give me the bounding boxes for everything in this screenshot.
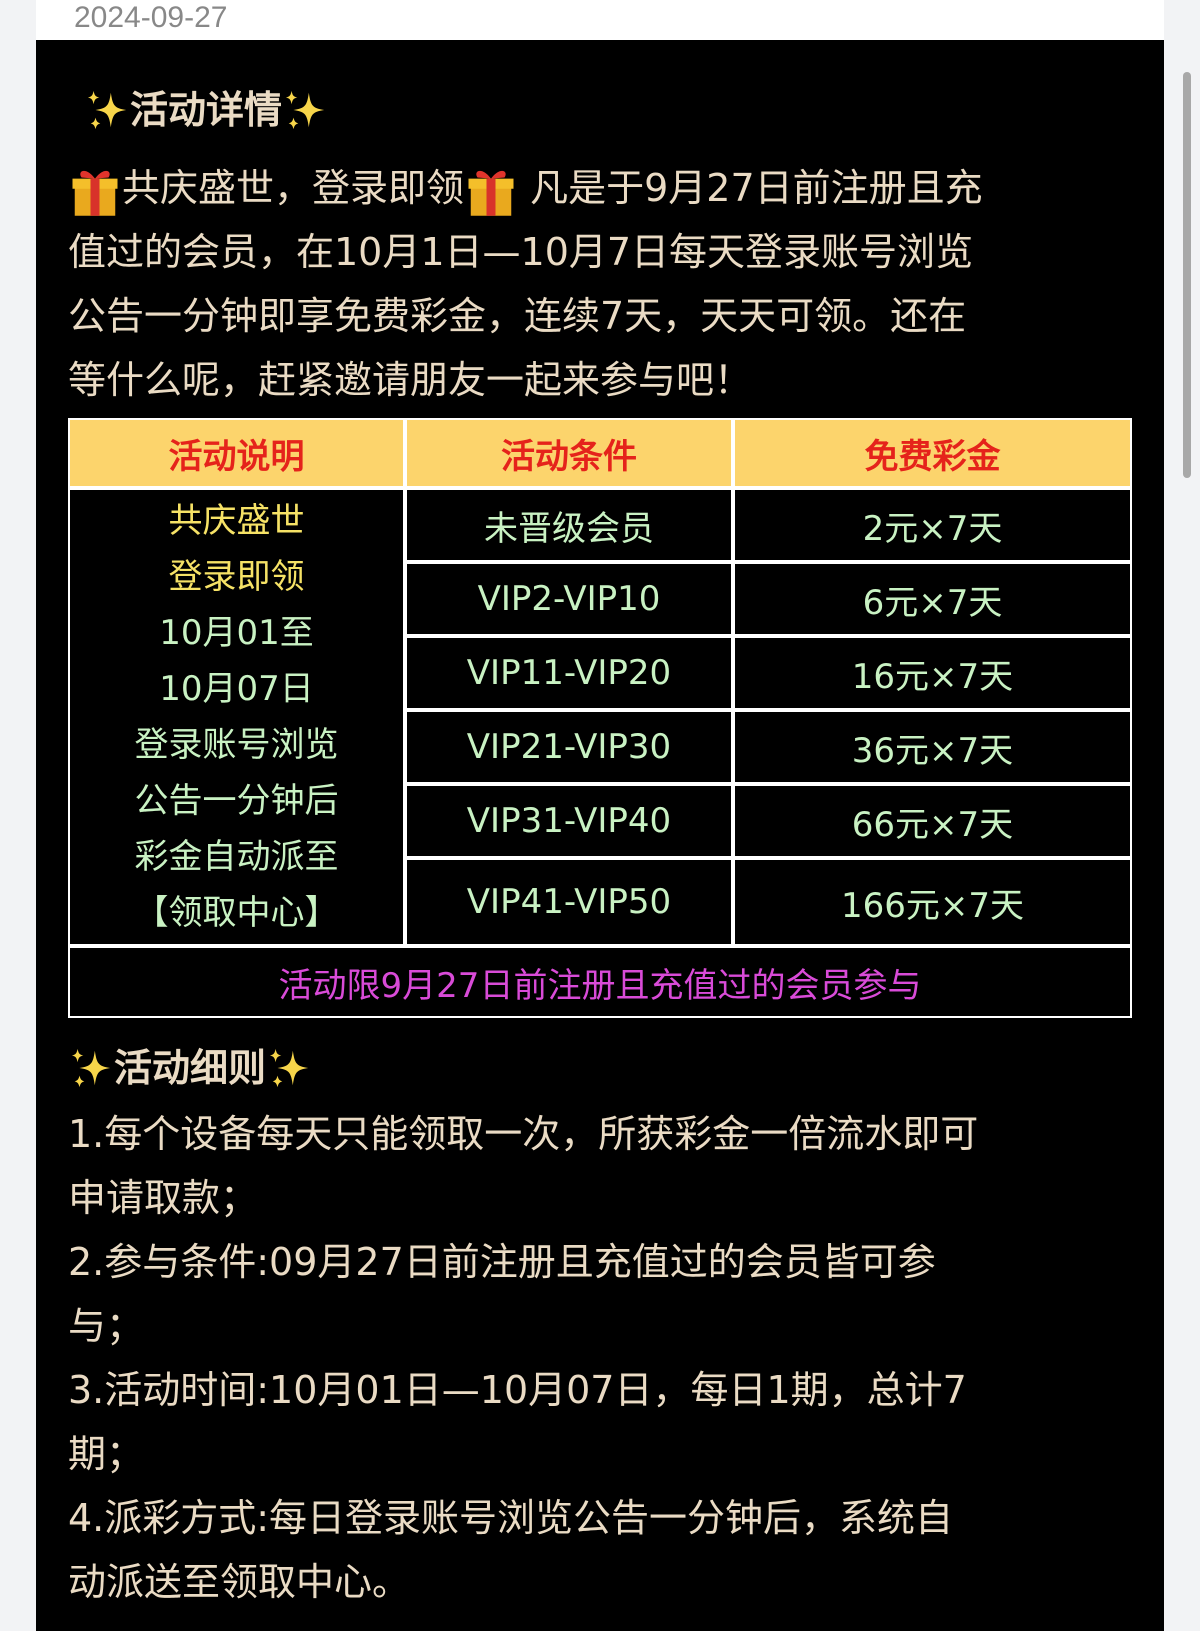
rules-heading: 活动细则 [68, 1036, 312, 1100]
rules-title: 活动细则 [114, 1046, 267, 1090]
condition-cell: VIP31-VIP40 [405, 784, 733, 858]
bonus-table: 活动说明 活动条件 免费彩金 共庆盛世 登录即领 10月01至 10月07日 登… [68, 418, 1132, 1018]
description-line: 【领取中心】 [134, 893, 339, 933]
sparkles-icon [282, 87, 328, 133]
eligibility-note: 活动限9月27日前注册且充值过的会员参与 [68, 946, 1132, 1018]
rule-line: 与； [68, 1304, 145, 1348]
sparkles-icon [84, 87, 130, 133]
rule-line: 1.每个设备每天只能领取一次，所获彩金一倍流水即可 [68, 1112, 979, 1156]
table-row: VIP31-VIP40 66元×7天 [68, 784, 1132, 858]
description-line: 10月07日 [159, 669, 314, 709]
description-line: 登录即领 [168, 557, 305, 597]
condition-cell: VIP21-VIP30 [405, 710, 733, 784]
table-header-row: 活动说明 活动条件 免费彩金 [68, 418, 1132, 488]
announcement-content: 活动详情 共庆盛世，登录即领 凡是于9月27日前注册且充 值过的会员，在10月1… [36, 40, 1164, 1631]
sparkles-icon [68, 1045, 114, 1091]
description-line: 10月01至 [159, 613, 314, 653]
rule-line: 动派送至领取中心。 [68, 1560, 411, 1604]
rule-line: 2.参与条件:09月27日前注册且充值过的会员皆可参 [68, 1240, 936, 1284]
rule-line: 期； [68, 1432, 145, 1476]
intro-lead: 共庆盛世，登录即领 [122, 166, 465, 210]
intro-line-3: 公告一分钟即享免费彩金，连续7天，天天可领。还在 [68, 294, 967, 338]
intro-line-4: 等什么呢，赶紧邀请朋友一起来参与吧！ [68, 358, 753, 402]
description-line: 登录账号浏览 [134, 725, 339, 765]
bonus-cell: 2元×7天 [733, 488, 1132, 562]
table-row: VIP41-VIP50 166元×7天 [68, 858, 1132, 946]
description-line: 彩金自动派至 [134, 837, 339, 877]
condition-cell: VIP41-VIP50 [405, 858, 733, 946]
rule-line: 3.活动时间:10月01日—10月07日，每日1期，总计7 [68, 1368, 967, 1412]
details-title: 活动详情 [130, 88, 283, 132]
description-line: 公告一分钟后 [134, 781, 339, 821]
intro-line-2: 值过的会员，在10月1日—10月7日每天登录账号浏览 [68, 230, 974, 274]
table-row: 共庆盛世 登录即领 10月01至 10月07日 登录账号浏览 公告一分钟后 彩金… [68, 488, 1132, 946]
rule-line: 申请取款； [68, 1176, 259, 1220]
table-row: VIP11-VIP20 16元×7天 [68, 636, 1132, 710]
bonus-cell: 16元×7天 [733, 636, 1132, 710]
header-bonus: 免费彩金 [733, 418, 1132, 488]
gift-icon [68, 164, 122, 218]
scrollbar[interactable] [1183, 72, 1191, 478]
publish-date: 2024-09-27 [74, 1, 228, 34]
description-cell: 共庆盛世 登录即领 10月01至 10月07日 登录账号浏览 公告一分钟后 彩金… [68, 488, 405, 946]
description-line: 共庆盛世 [168, 501, 305, 541]
table-row: VIP21-VIP30 36元×7天 [68, 710, 1132, 784]
bonus-cell: 66元×7天 [733, 784, 1132, 858]
intro-text: 凡是于9月27日前注册且充 [518, 166, 983, 210]
header-condition: 活动条件 [405, 418, 733, 488]
table-footer-row: 活动限9月27日前注册且充值过的会员参与 [68, 946, 1132, 1018]
gift-icon [464, 164, 518, 218]
article-card: 2024-09-27 活动详情 共庆盛世，登录即领 凡是于9月27日前注册且充 … [36, 0, 1164, 1631]
header-description: 活动说明 [68, 418, 405, 488]
bonus-cell: 6元×7天 [733, 562, 1132, 636]
sparkles-icon [266, 1045, 312, 1091]
bonus-cell: 166元×7天 [733, 858, 1132, 946]
condition-cell: VIP11-VIP20 [405, 636, 733, 710]
condition-cell: VIP2-VIP10 [405, 562, 733, 636]
bonus-cell: 36元×7天 [733, 710, 1132, 784]
table-row: VIP2-VIP10 6元×7天 [68, 562, 1132, 636]
intro-line-1: 共庆盛世，登录即领 凡是于9月27日前注册且充 [68, 156, 983, 220]
details-heading: 活动详情 [84, 78, 328, 142]
rule-line: 4.派彩方式:每日登录账号浏览公告一分钟后，系统自 [68, 1496, 954, 1540]
condition-cell: 未晋级会员 [405, 488, 733, 562]
